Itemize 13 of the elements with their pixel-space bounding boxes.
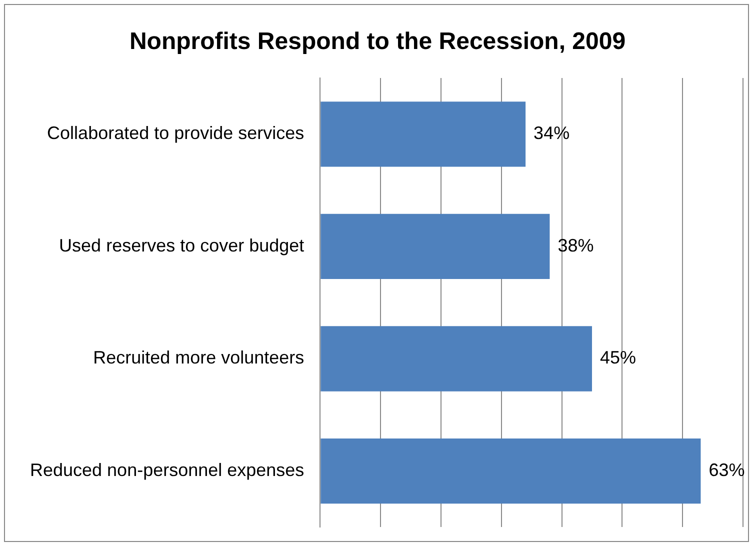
- bar: [320, 214, 550, 280]
- y-tick-label: Recruited more volunteers: [93, 348, 304, 368]
- y-tick-label: Collaborated to provide services: [47, 123, 304, 144]
- chart-title: Nonprofits Respond to the Recession, 2009: [128, 28, 627, 56]
- data-label: 45%: [600, 348, 636, 368]
- y-tick-label: Used reserves to cover budget: [59, 235, 304, 256]
- y-tick-label: Reduced non-personnel expenses: [30, 460, 304, 480]
- bar: [320, 438, 701, 504]
- bar: [320, 102, 526, 167]
- data-label: 63%: [708, 460, 745, 480]
- data-label: 34%: [534, 123, 570, 144]
- data-label: 38%: [558, 235, 594, 256]
- bar: [320, 326, 592, 392]
